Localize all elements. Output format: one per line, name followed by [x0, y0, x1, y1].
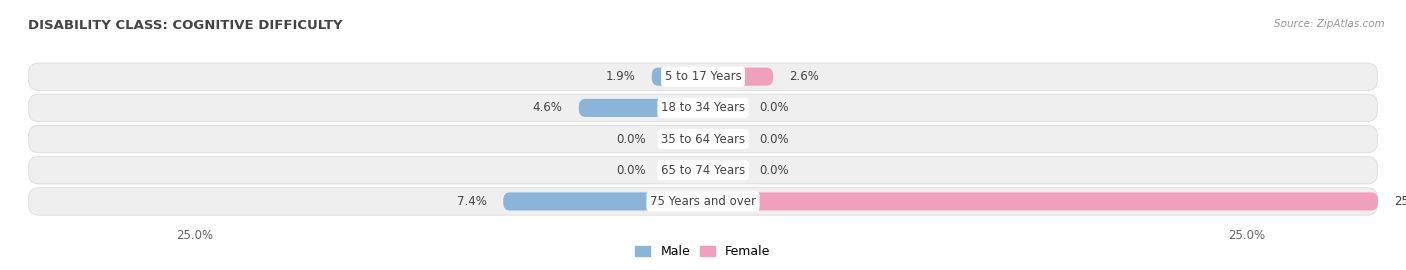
- Text: Source: ZipAtlas.com: Source: ZipAtlas.com: [1274, 19, 1385, 29]
- Text: 0.0%: 0.0%: [617, 133, 647, 146]
- FancyBboxPatch shape: [579, 99, 703, 117]
- FancyBboxPatch shape: [503, 193, 703, 211]
- FancyBboxPatch shape: [28, 188, 1378, 215]
- Text: 0.0%: 0.0%: [759, 101, 789, 114]
- FancyBboxPatch shape: [703, 130, 744, 148]
- Text: 2.6%: 2.6%: [789, 70, 820, 83]
- FancyBboxPatch shape: [28, 157, 1378, 184]
- Legend: Male, Female: Male, Female: [630, 240, 776, 263]
- FancyBboxPatch shape: [703, 193, 1378, 211]
- FancyBboxPatch shape: [703, 99, 744, 117]
- Text: 18 to 34 Years: 18 to 34 Years: [661, 101, 745, 114]
- Text: 65 to 74 Years: 65 to 74 Years: [661, 164, 745, 177]
- FancyBboxPatch shape: [703, 161, 744, 179]
- FancyBboxPatch shape: [703, 68, 773, 86]
- FancyBboxPatch shape: [662, 130, 703, 148]
- Text: 1.9%: 1.9%: [606, 70, 636, 83]
- Text: 0.0%: 0.0%: [759, 164, 789, 177]
- Text: 5 to 17 Years: 5 to 17 Years: [665, 70, 741, 83]
- Text: 0.0%: 0.0%: [617, 164, 647, 177]
- FancyBboxPatch shape: [662, 161, 703, 179]
- Text: 25.0%: 25.0%: [1395, 195, 1406, 208]
- Text: 25.0%: 25.0%: [176, 230, 212, 242]
- Text: DISABILITY CLASS: COGNITIVE DIFFICULTY: DISABILITY CLASS: COGNITIVE DIFFICULTY: [28, 19, 343, 32]
- FancyBboxPatch shape: [28, 94, 1378, 122]
- Text: 0.0%: 0.0%: [759, 133, 789, 146]
- Text: 35 to 64 Years: 35 to 64 Years: [661, 133, 745, 146]
- Text: 75 Years and over: 75 Years and over: [650, 195, 756, 208]
- FancyBboxPatch shape: [28, 125, 1378, 153]
- Text: 7.4%: 7.4%: [457, 195, 486, 208]
- FancyBboxPatch shape: [652, 68, 703, 86]
- FancyBboxPatch shape: [28, 63, 1378, 90]
- Text: 4.6%: 4.6%: [533, 101, 562, 114]
- Text: 25.0%: 25.0%: [1229, 230, 1265, 242]
